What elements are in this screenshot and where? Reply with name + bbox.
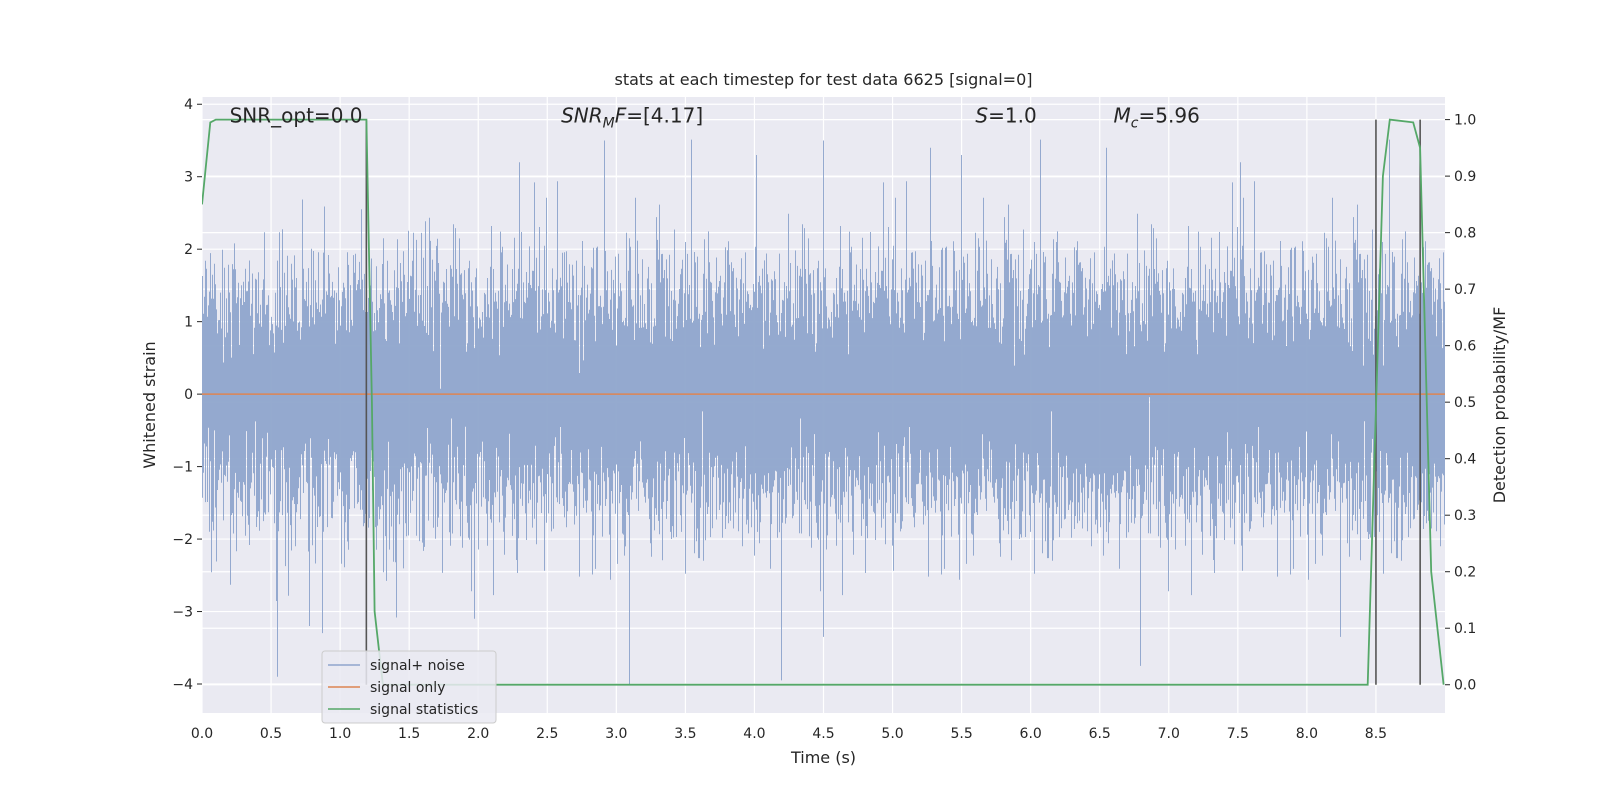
- y-axis-left: −4 −3 −2 −1 0 1 2 3 4: [172, 97, 202, 693]
- x-tick-label: 6.5: [1089, 726, 1111, 742]
- x-tick-label: 4.5: [812, 726, 834, 742]
- y2-axis-label: Detection probability/MF: [1490, 307, 1509, 504]
- y-tick-label: 2: [184, 242, 193, 258]
- y2-tick-label: 0.3: [1454, 508, 1476, 524]
- x-tick-label: 3.5: [674, 726, 696, 742]
- x-tick-label: 0.0: [191, 726, 213, 742]
- y2-tick-label: 0.4: [1454, 452, 1476, 468]
- y2-tick-label: 0.0: [1454, 678, 1476, 694]
- x-axis-label: Time (s): [790, 748, 856, 767]
- x-tick-label: 1.0: [329, 726, 351, 742]
- x-tick-label: 7.5: [1227, 726, 1249, 742]
- x-tick-label: 3.0: [605, 726, 627, 742]
- x-tick-label: 2.0: [467, 726, 489, 742]
- y2-tick-label: 0.1: [1454, 621, 1476, 637]
- y-tick-label: −3: [172, 605, 193, 621]
- y2-tick-label: 0.6: [1454, 339, 1476, 355]
- annotation: S=1.0: [975, 103, 1036, 127]
- chart-title: stats at each timestep for test data 662…: [614, 70, 1032, 89]
- y-axis-right: 0.0 0.1 0.2 0.3 0.4 0.5 0.6 0.7 0.8 0.9 1.0: [1445, 113, 1476, 694]
- x-axis: 0.0 0.5 1.0 1.5 2.0 2.5 3.0 3.5 4.0 4.5 5.0 5.5 6.0 6…: [191, 726, 1387, 742]
- annotations: SNR_opt=0.0 SNRMF=[4.17] S=1.0 Mc=5.96: [230, 103, 1200, 131]
- legend-label: signal only: [370, 680, 445, 696]
- x-tick-label: 4.0: [743, 726, 765, 742]
- y-tick-label: −2: [172, 532, 193, 548]
- x-tick-label: 5.5: [950, 726, 972, 742]
- y2-tick-label: 0.2: [1454, 565, 1476, 581]
- x-tick-label: 6.0: [1020, 726, 1042, 742]
- plot-series: [202, 118, 1445, 686]
- legend-label: signal statistics: [370, 702, 478, 718]
- legend-frame: [321, 650, 497, 724]
- y-tick-label: 3: [184, 170, 193, 186]
- y2-tick-label: 0.9: [1454, 169, 1476, 185]
- y-tick-label: 4: [184, 97, 193, 113]
- annotation: SNR_opt=0.0: [230, 103, 363, 127]
- x-tick-label: 8.0: [1296, 726, 1318, 742]
- y-tick-label: 0: [184, 387, 193, 403]
- y2-tick-label: 0.5: [1454, 395, 1476, 411]
- annotation: Mc=5.96: [1114, 103, 1200, 131]
- x-tick-label: 5.0: [881, 726, 903, 742]
- series-signal-noise: [202, 139, 1445, 684]
- y-tick-label: −1: [172, 460, 193, 476]
- legend-label: signal+ noise: [370, 658, 465, 674]
- y-tick-label: −4: [172, 677, 193, 693]
- y2-tick-label: 1.0: [1454, 113, 1476, 129]
- legend: signal+ noise signal only signal statistic…: [321, 650, 497, 724]
- y2-tick-label: 0.8: [1454, 226, 1476, 242]
- x-tick-label: 7.0: [1158, 726, 1180, 742]
- annotation: SNRMF=[4.17]: [561, 103, 703, 131]
- y-axis-label: Whitened strain: [140, 341, 159, 468]
- x-tick-label: 1.5: [398, 726, 420, 742]
- y2-tick-label: 0.7: [1454, 282, 1476, 298]
- x-tick-label: 8.5: [1365, 726, 1387, 742]
- y-tick-label: 1: [184, 315, 193, 331]
- x-tick-label: 2.5: [536, 726, 558, 742]
- x-tick-label: 0.5: [260, 726, 282, 742]
